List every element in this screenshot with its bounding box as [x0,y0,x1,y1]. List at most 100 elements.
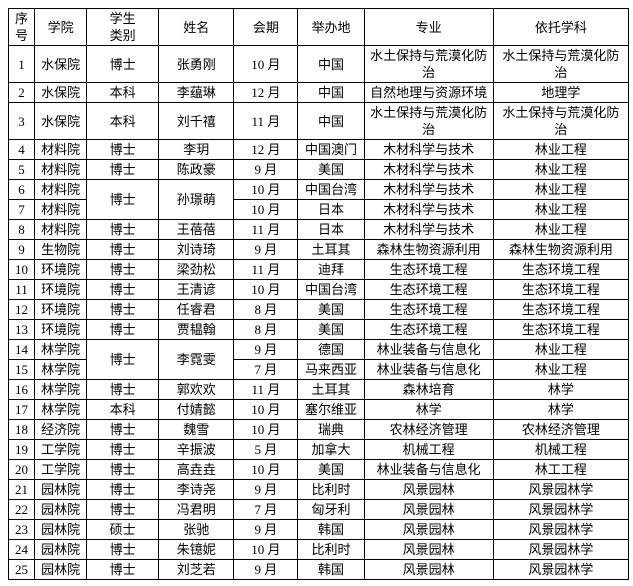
table-cell: 水保院 [34,102,88,140]
table-cell: 地理学 [492,82,630,103]
table-row: 11 环境院 博士 王清谚 10 月中国台湾 生态环境工程 生态环境工程 [7,279,630,300]
table-cell: 12 月 [233,82,299,103]
header-row: 序 号学院 学生 类别 姓名 会期 举办地 专业 依托学科 [7,8,630,46]
table-cell: 林工工程 [492,459,630,480]
table-cell: 日本 [297,219,365,240]
table-cell: 13 [7,319,36,340]
table-cell: 林学院 [34,399,88,420]
table-cell: 博士 [86,559,160,580]
table-cell: 李玥 [158,139,235,160]
table-cell: 风景园林学 [492,479,630,500]
table-cell: 中国 [297,82,365,103]
table-cell: 21 [7,479,36,500]
table-cell: 农林经济管理 [492,419,630,440]
table-cell: 5 月 [233,439,299,460]
table-cell: 刘诗琦 [158,239,235,260]
table-cell: 11 月 [233,102,299,140]
table-cell: 9 [7,239,36,260]
table-cell: 16 [7,379,36,400]
table-cell: 朱镱妮 [158,539,235,560]
table-cell: 博士 [86,279,160,300]
table-cell: 7 [7,199,36,220]
table-cell: 12 月 [233,139,299,160]
table-cell: 林学 [492,379,630,400]
table-cell: 10 月 [233,45,299,83]
table-row: 10 环境院 博士 梁劲松 11 月迪拜 生态环境工程 生态环境工程 [7,259,630,280]
table-cell: 魏雪 [158,419,235,440]
table-cell: 1 [7,45,36,83]
table-cell: 园林院 [34,519,88,540]
table-cell: 10 [7,259,36,280]
column-header: 学生 类别 [86,8,160,46]
table-cell: 23 [7,519,36,540]
table-cell: 博士 [86,419,160,440]
table-cell: 8 月 [233,299,299,320]
table-cell: 园林院 [34,479,88,500]
table-cell: 博士 [86,459,160,480]
table-cell: 博士 [86,45,160,83]
table-cell: 22 [7,499,36,520]
table-cell: 水土保持与荒漠化防 治 [492,102,630,140]
table-cell: 本科 [86,82,160,103]
table-cell: 森林生物资源利用 [363,239,494,260]
table-cell: 4 [7,139,36,160]
table-row: 25 园林院 博士 刘芝若 9 月韩国 风景园林 风景园林学 [7,559,630,580]
table-cell: 17 [7,399,36,420]
column-header: 序 号 [7,8,36,46]
table-cell: 本科 [86,102,160,140]
table-row: 23 园林院 硕士 张驰 9 月韩国 风景园林 风景园林学 [7,519,630,540]
table-cell: 林学 [492,399,630,420]
table-cell: 生态环境工程 [363,259,494,280]
table-cell: 林学院 [34,339,88,360]
table-cell: 土耳其 [297,239,365,260]
table-cell: 硕士 [86,519,160,540]
table-cell: 风景园林 [363,499,494,520]
table-cell: 中国台湾 [297,279,365,300]
table-cell: 9 月 [233,159,299,180]
table-cell: 11 月 [233,259,299,280]
table-cell: 生态环境工程 [492,299,630,320]
table-cell: 博士 [86,139,160,160]
table-row: 4 材料院 博士 李玥 12 月中国澳门 木材科学与技术 林业工程 [7,139,630,160]
table-cell: 博士 [86,439,160,460]
column-header: 姓名 [158,8,235,46]
table-row: 14 林学院 博士 李霓雯 9 月德国 林业装备与信息化 林业工程 [7,339,630,380]
table-row: 24 园林院 博士 朱镱妮 10 月比利时 风景园林 风景园林学 [7,539,630,560]
table-cell: 经济院 [34,419,88,440]
table-cell: 付婧懿 [158,399,235,420]
table-cell: 博士 [86,339,160,380]
table-cell: 博士 [86,379,160,400]
table-cell: 工学院 [34,459,88,480]
table-cell: 材料院 [34,179,88,200]
table-cell: 林业工程 [492,179,630,200]
table-cell: 刘芝若 [158,559,235,580]
table-cell: 18 [7,419,36,440]
table-cell: 14 [7,339,36,360]
table-cell: 林业工程 [492,199,630,220]
table-cell: 日本 [297,199,365,220]
table-cell: 林业装备与信息化 [363,339,494,360]
table-cell: 材料院 [34,199,88,220]
table-cell: 材料院 [34,139,88,160]
table-row: 12 环境院 博士 任睿君 8 月美国 生态环境工程 生态环境工程 [7,299,630,320]
table-cell: 博士 [86,239,160,260]
table-cell: 10 月 [233,459,299,480]
table-cell: 郭欢欢 [158,379,235,400]
table-cell: 林业工程 [492,219,630,240]
table-cell: 生态环境工程 [363,299,494,320]
table-cell: 梁劲松 [158,259,235,280]
table-cell: 生态环境工程 [492,259,630,280]
table-cell: 20 [7,459,36,480]
table-row: 13 环境院 博士 贾韫翰 8 月美国 生态环境工程 生态环境工程 [7,319,630,340]
table-cell: 木材科学与技术 [363,159,494,180]
table-cell: 材料院 [34,219,88,240]
table-cell: 水保院 [34,82,88,103]
table-cell: 生态环境工程 [363,319,494,340]
table-cell: 高垚垚 [158,459,235,480]
table-cell: 博士 [86,219,160,240]
table-cell: 美国 [297,299,365,320]
table-cell: 森林培育 [363,379,494,400]
table-cell: 生态环境工程 [492,319,630,340]
table-row: 22 园林院 博士 冯君明 7 月匈牙利 风景园林 风景园林学 [7,499,630,520]
table-cell: 园林院 [34,539,88,560]
